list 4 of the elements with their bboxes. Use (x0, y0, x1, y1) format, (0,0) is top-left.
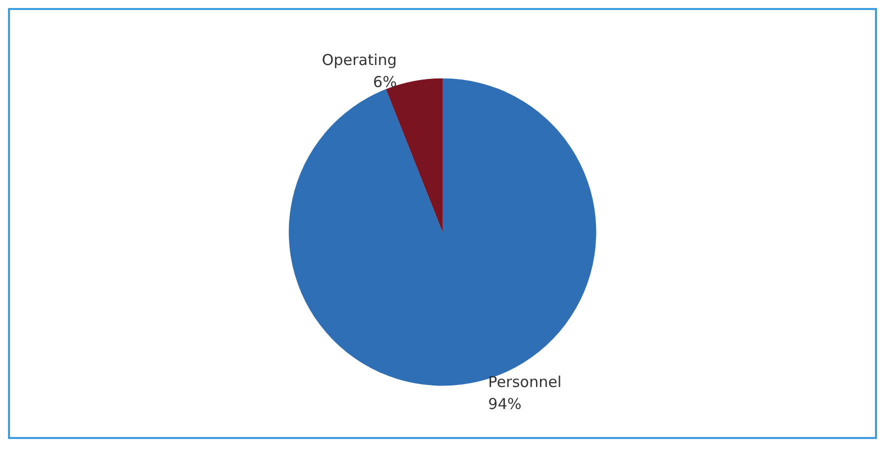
data-label: 6% (373, 73, 397, 92)
slice-label: Operating (322, 51, 397, 70)
slice-label: Personnel (488, 372, 562, 391)
data-label: 94% (488, 394, 522, 413)
